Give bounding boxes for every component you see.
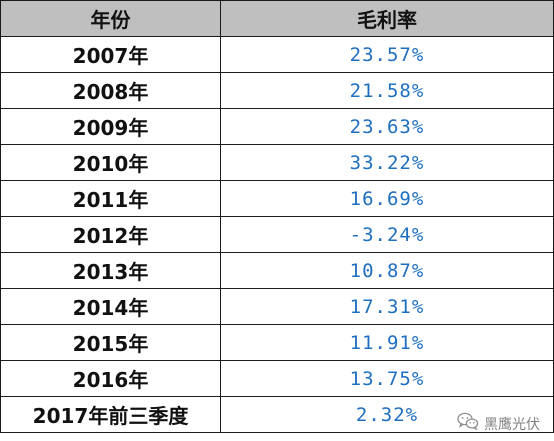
table-row: 2010年 33.22%	[0, 144, 554, 181]
margin-cell[interactable]: 17.31%	[220, 288, 554, 325]
wechat-icon	[457, 412, 479, 435]
margin-cell[interactable]: 33.22%	[220, 144, 554, 181]
year-cell[interactable]: 2015年	[0, 324, 221, 361]
table-row: 2008年 21.58%	[0, 72, 554, 109]
year-cell[interactable]: 2013年	[0, 252, 221, 289]
year-cell[interactable]: 2017年前三季度	[0, 396, 221, 433]
year-cell[interactable]: 2009年	[0, 108, 221, 145]
margin-cell[interactable]: 10.87%	[220, 252, 554, 289]
table-row: 2012年 -3.24%	[0, 216, 554, 253]
table-row: 2011年 16.69%	[0, 180, 554, 217]
year-cell[interactable]: 2008年	[0, 72, 221, 109]
year-cell[interactable]: 2012年	[0, 216, 221, 253]
year-column-header[interactable]: 年份	[0, 0, 221, 37]
watermark-text: 黑鹰光伏	[484, 416, 540, 433]
table-row: 2014年 17.31%	[0, 288, 554, 325]
table-row: 2007年 23.57%	[0, 36, 554, 73]
header-row: 年份 毛利率	[0, 0, 554, 37]
margin-cell[interactable]: 23.57%	[220, 36, 554, 73]
watermark: 黑鹰光伏	[457, 412, 540, 435]
margin-cell[interactable]: 13.75%	[220, 360, 554, 397]
table-row: 2016年 13.75%	[0, 360, 554, 397]
year-cell[interactable]: 2010年	[0, 144, 221, 181]
table-row: 2015年 11.91%	[0, 324, 554, 361]
margin-cell[interactable]: 23.63%	[220, 108, 554, 145]
margin-cell[interactable]: 16.69%	[220, 180, 554, 217]
year-cell[interactable]: 2011年	[0, 180, 221, 217]
margin-cell[interactable]: -3.24%	[220, 216, 554, 253]
year-cell[interactable]: 2016年	[0, 360, 221, 397]
margin-cell[interactable]: 11.91%	[220, 324, 554, 361]
table-row: 2017年前三季度 2.32%	[0, 396, 554, 433]
margin-cell[interactable]: 2.32%	[220, 396, 554, 433]
table-row: 2009年 23.63%	[0, 108, 554, 145]
margin-cell[interactable]: 21.58%	[220, 72, 554, 109]
year-cell[interactable]: 2007年	[0, 36, 221, 73]
margin-column-header[interactable]: 毛利率	[220, 0, 554, 37]
year-cell[interactable]: 2014年	[0, 288, 221, 325]
table-row: 2013年 10.87%	[0, 252, 554, 289]
